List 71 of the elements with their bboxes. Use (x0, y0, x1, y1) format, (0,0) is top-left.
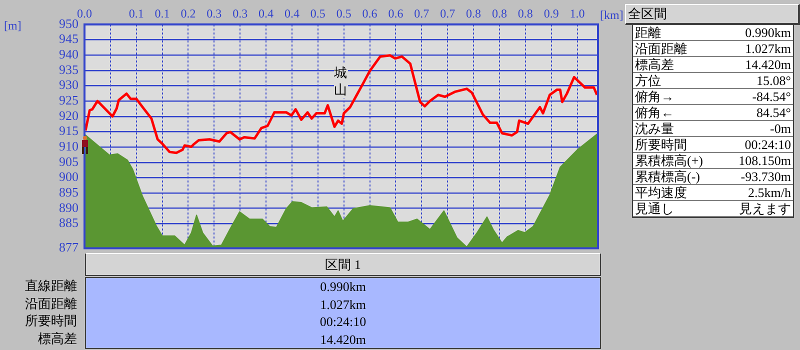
y-tick-label: 930 (59, 77, 78, 92)
text: 1.027km (319, 296, 367, 313)
text: 14.420m (319, 330, 367, 348)
y-tick-label: 910 (59, 138, 78, 154)
y-tick-label: 905 (59, 154, 78, 169)
text: 沿面距離 (635, 41, 687, 56)
x-tick-label: 0.7 (440, 6, 456, 20)
y-tick-label: 885 (59, 215, 78, 230)
y-tick-label: 877 (59, 240, 79, 255)
y-tick-label: 900 (59, 169, 78, 184)
x-tick-label: 0.9 (544, 6, 559, 20)
x-tick-label: 0.3 (206, 6, 222, 20)
y-tick-label: 935 (59, 62, 78, 77)
text: 所要時間 (24, 312, 77, 330)
text: 区間 1 (85, 253, 601, 276)
x-tick-label: 0.2 (180, 6, 196, 20)
x-tick-label: 0.8 (492, 6, 507, 20)
x-tick-label: 1.0 (570, 6, 585, 20)
text: 標高差 (635, 57, 674, 72)
text: -84.54° (752, 89, 791, 104)
text: 所要時間 (635, 137, 687, 152)
y-tick-label: 915 (59, 123, 78, 138)
text: 00:24:10 (744, 137, 791, 152)
x-tick-label: 0.3 (232, 6, 248, 20)
x-tick-label: 0.7 (414, 6, 430, 20)
x-tick-label: 0.6 (388, 6, 404, 20)
text: 見えます (739, 201, 791, 216)
x-tick-label: 0.5 (310, 6, 326, 20)
text: 沈み量 (635, 121, 674, 136)
text: 標高差 (37, 330, 77, 347)
x-tick-label: 0.0 (77, 6, 92, 20)
y-tick-label: 895 (59, 184, 78, 200)
x-tick-label: 0.8 (518, 6, 533, 20)
text: 1.027km (745, 41, 791, 56)
y-tick-label: 945 (59, 31, 78, 46)
y-axis-title: [m] (4, 18, 22, 33)
x-tick-label: 0.4 (258, 6, 274, 20)
x-tick-label: 0.6 (362, 6, 378, 20)
y-tick-label: 920 (59, 108, 78, 123)
y-tick-label: 950 (59, 16, 78, 31)
y-tick-label: 940 (59, 46, 78, 62)
text: 0.990km (319, 278, 367, 296)
text: 俯角← (635, 105, 674, 120)
text: 見通し (635, 201, 674, 216)
text: 108.150m (738, 153, 791, 168)
text: 距離 (635, 25, 661, 40)
text: 全区間 (625, 4, 800, 25)
text: 2.5km/h (748, 185, 791, 200)
text: 14.420m (745, 57, 791, 72)
text: 84.54° (756, 105, 791, 120)
text: 方位 (635, 73, 661, 88)
text: 俯角→ (635, 89, 674, 104)
x-axis-title: [km] (600, 8, 624, 22)
annotation: 城山 (334, 64, 348, 98)
text: -0m (770, 121, 791, 136)
x-tick-label: 0.5 (336, 6, 352, 20)
text: 00:24:10 (318, 313, 368, 330)
x-tick-label: 0.8 (466, 6, 482, 20)
text: 平均速度 (635, 185, 687, 200)
x-tick-label: 0.1 (128, 6, 144, 20)
y-tick-label: 925 (59, 92, 78, 108)
y-tick-label: 890 (59, 200, 78, 215)
x-tick-label: 0.4 (284, 6, 300, 20)
x-tick-label: 0.1 (154, 6, 170, 20)
text: 累積標高(+) (635, 153, 703, 168)
text: 累積標高(-) (635, 169, 700, 184)
text: 直線距離 (24, 277, 77, 294)
text: 沿面距離 (24, 294, 77, 312)
text: 15.08° (756, 73, 791, 88)
text: -93.730m (740, 169, 791, 184)
text: 0.990km (745, 25, 791, 40)
